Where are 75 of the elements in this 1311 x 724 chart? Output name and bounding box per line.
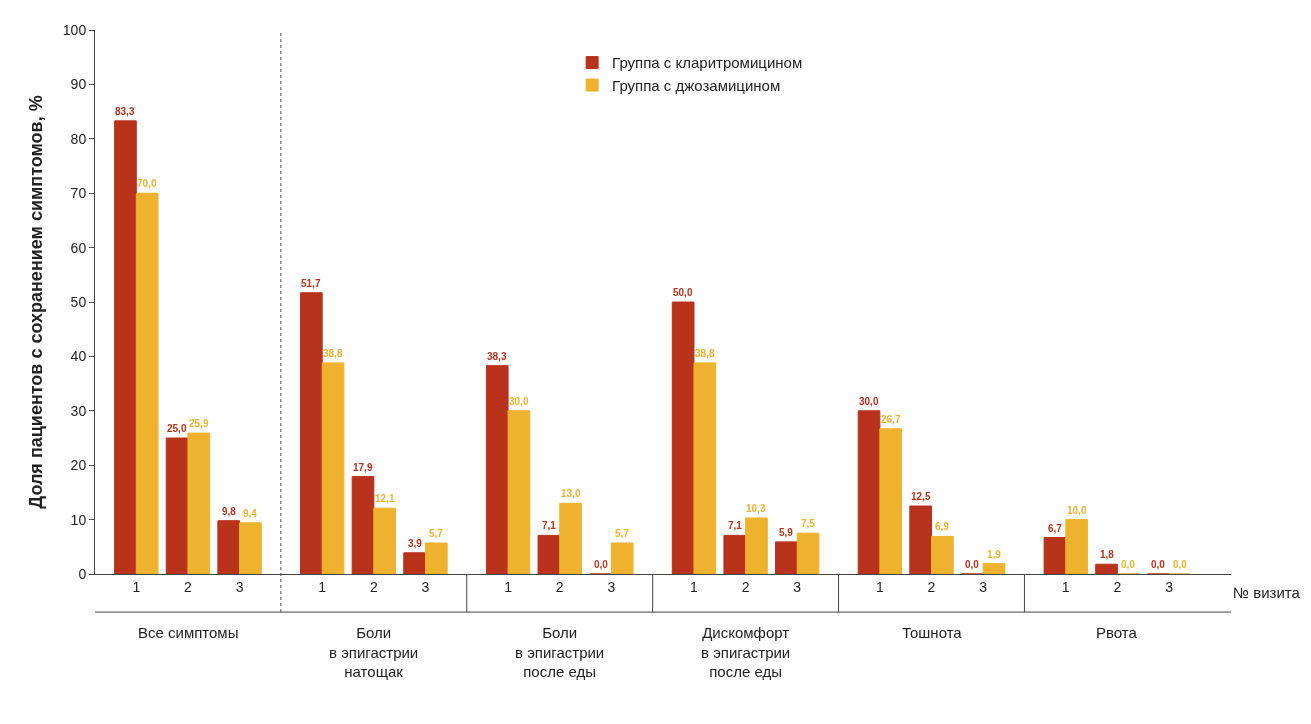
data-label: 12,1 <box>375 493 395 504</box>
x-tick-label: 3 <box>1165 578 1174 595</box>
data-label: 0,0 <box>594 559 609 570</box>
x-tick-label: 1 <box>875 578 884 595</box>
data-label: 17,9 <box>353 462 373 473</box>
x-tick-label: 3 <box>421 578 430 595</box>
x-tick-label: 1 <box>690 578 699 595</box>
data-label: 6,7 <box>1048 523 1063 534</box>
x-tick-label: 3 <box>235 578 244 595</box>
data-label: 9,4 <box>243 508 258 519</box>
x-tick-label: 2 <box>741 578 750 595</box>
legend-label: Группа с кларитромицином <box>612 54 803 72</box>
x-tick-label: 1 <box>132 578 141 595</box>
data-label: 7,5 <box>801 518 816 529</box>
data-label: 10,0 <box>1067 505 1087 516</box>
data-label: 13,0 <box>561 488 581 499</box>
data-label: 6,9 <box>935 521 950 532</box>
data-label: 9,8 <box>222 506 237 517</box>
data-label: 5,9 <box>779 527 794 538</box>
x-tick-label: 1 <box>318 578 327 595</box>
x-tick-label: 1 <box>504 578 513 595</box>
data-label: 0,0 <box>965 559 980 570</box>
y-tick-label: 90 <box>70 76 87 93</box>
data-label: 38,8 <box>323 348 343 359</box>
y-tick-label: 10 <box>70 511 87 528</box>
data-label: 30,0 <box>509 396 529 407</box>
data-label: 70,0 <box>137 178 157 189</box>
y-tick-label: 60 <box>70 239 87 256</box>
data-label: 30,0 <box>859 396 879 407</box>
data-label: 5,7 <box>615 528 630 539</box>
data-label: 12,5 <box>911 491 931 502</box>
data-label: 3,9 <box>408 538 423 549</box>
data-label: 5,7 <box>429 528 444 539</box>
data-label: 1,9 <box>987 549 1002 560</box>
legend-label: Группа с джозамицином <box>612 76 781 94</box>
x-tick-label: 2 <box>927 578 936 595</box>
y-tick-label: 100 <box>62 21 87 38</box>
data-label: 38,3 <box>487 351 507 362</box>
data-label: 38,8 <box>695 348 715 359</box>
data-label: 0,0 <box>1151 559 1166 570</box>
text: Дискомфорт в эпигастрии после еды <box>701 624 791 680</box>
y-tick-label: 80 <box>70 130 87 147</box>
y-tick-label: 20 <box>70 457 87 474</box>
x-tick-label: 2 <box>369 578 378 595</box>
text: Рвота <box>1096 624 1138 641</box>
x-tick-label: 1 <box>1061 578 1070 595</box>
data-label: 7,1 <box>728 520 743 531</box>
data-label: 25,9 <box>189 418 209 429</box>
data-label: 50,0 <box>673 287 693 298</box>
text: Боли в эпигастрии натощак <box>329 624 419 680</box>
y-tick-label: 0 <box>78 565 87 582</box>
y-axis-title: Доля пациентов с сохранением симптомов, % <box>26 95 47 509</box>
y-tick-label: 40 <box>70 348 87 365</box>
data-label: 0,0 <box>1173 559 1188 570</box>
x-tick-label: 3 <box>793 578 802 595</box>
text: Все симптомы <box>138 624 239 641</box>
x-tick-label: 2 <box>1113 578 1122 595</box>
x-tick-label: 3 <box>607 578 616 595</box>
data-label: 26,7 <box>881 414 901 425</box>
text: № визита <box>1233 584 1301 601</box>
data-label: 25,0 <box>167 423 187 434</box>
y-tick-label: 70 <box>70 185 87 202</box>
data-label: 10,3 <box>746 503 766 514</box>
text: Боли в эпигастрии после еды <box>515 624 605 680</box>
y-tick-label: 50 <box>70 293 87 310</box>
text: Тошнота <box>902 624 963 641</box>
data-label: 7,1 <box>542 520 557 531</box>
y-tick-label: 30 <box>70 402 87 419</box>
x-tick-label: 3 <box>979 578 988 595</box>
x-tick-label: 2 <box>184 578 193 595</box>
data-label: 1,8 <box>1100 549 1115 560</box>
x-tick-label: 2 <box>555 578 564 595</box>
data-label: 0,0 <box>1121 559 1136 570</box>
data-label: 83,3 <box>115 106 135 117</box>
data-label: 51,7 <box>301 278 321 289</box>
